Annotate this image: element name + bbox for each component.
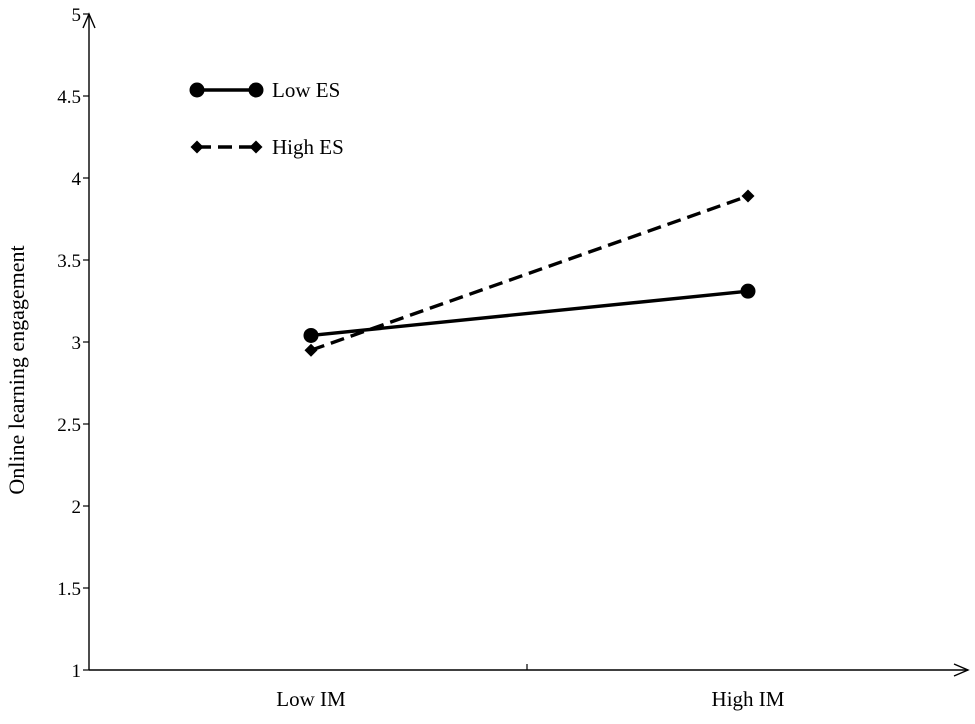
data-point (741, 189, 755, 203)
y-tick-label: 3.5 (57, 251, 81, 272)
axes: Low IM High IM (82, 12, 970, 711)
y-tick-label: 2 (72, 497, 82, 518)
x-axis-arrow (953, 663, 970, 677)
y-tick-label: 2.5 (57, 415, 81, 436)
y-axis-title: Online learning engagement (4, 245, 29, 494)
data-point (303, 327, 319, 343)
legend: Low ES High ES (189, 78, 344, 159)
y-tick-label: 1.5 (57, 579, 81, 600)
series-low-es (303, 283, 756, 343)
data-point (304, 343, 318, 357)
x-tick-label: High IM (712, 687, 785, 711)
legend-item: High ES (190, 135, 344, 159)
legend-label: High ES (272, 135, 344, 159)
data-point (740, 283, 756, 299)
legend-marker (249, 140, 263, 154)
y-tick-label: 4.5 (57, 87, 81, 108)
legend-marker (189, 82, 205, 98)
y-tick-label: 3 (72, 333, 82, 354)
series-group (303, 189, 756, 357)
legend-marker (190, 140, 204, 154)
y-tick-label: 1 (72, 661, 82, 682)
legend-item: Low ES (189, 78, 340, 102)
y-tick-label: 4 (72, 169, 82, 190)
legend-marker (248, 82, 264, 98)
y-axis-ticks: 1 1.5 2 2.5 3 3.5 4 4.5 5 (57, 5, 89, 682)
series-line (310, 194, 749, 352)
x-tick-label: Low IM (276, 687, 346, 711)
legend-label: Low ES (272, 78, 340, 102)
y-tick-label: 5 (72, 5, 82, 26)
series-line (310, 289, 749, 338)
series-high-es (304, 189, 755, 357)
